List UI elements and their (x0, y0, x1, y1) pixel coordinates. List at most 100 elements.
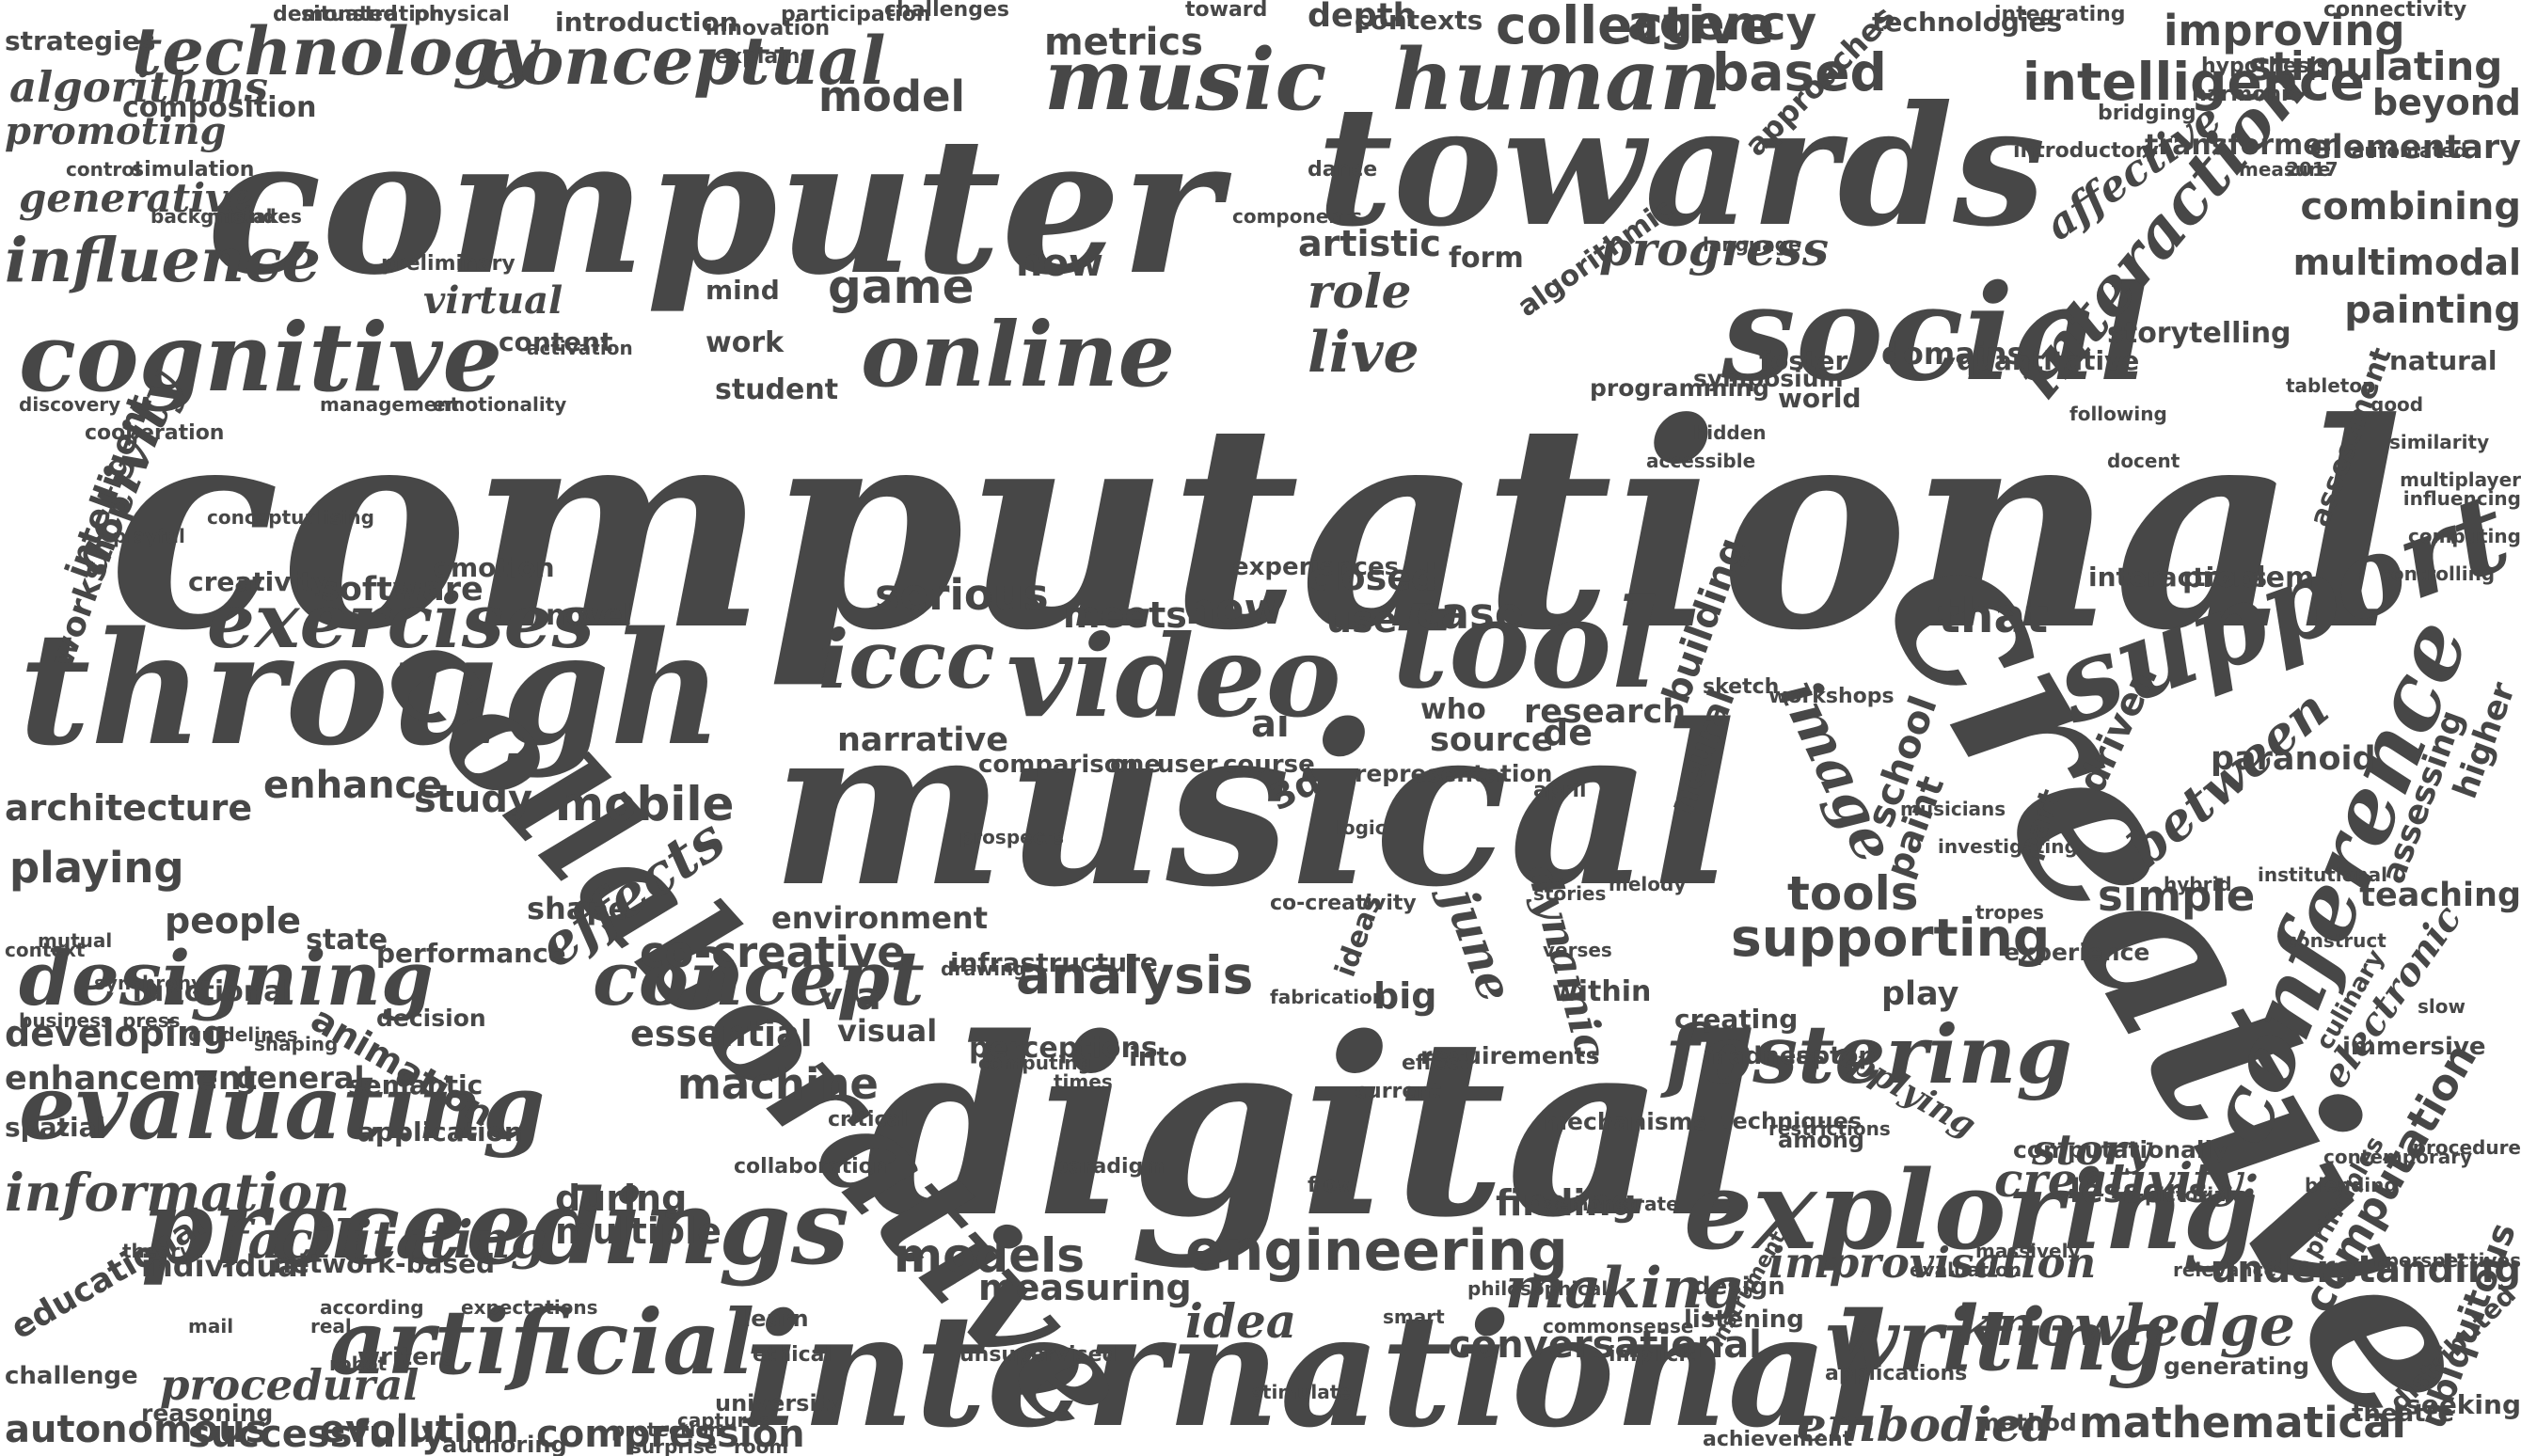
word-evaluating: evaluating (19, 1055, 546, 1160)
word-network-based: network-based (273, 1248, 496, 1279)
word-slow: slow (2418, 995, 2466, 1018)
word-machine: machine (677, 1059, 879, 1109)
word-composition: composition (122, 91, 317, 124)
word-discovery: discovery (19, 393, 121, 416)
word-stimulating: stimulating (2248, 43, 2503, 89)
word-comparison: comparison (978, 751, 1139, 779)
word-painting: painting (2344, 289, 2521, 332)
word-theory: theory (122, 1240, 193, 1262)
word-mind: mind (706, 275, 780, 306)
word-challenge: challenge (5, 1362, 138, 1390)
word-investigating: investigating (1938, 835, 2078, 858)
word-multiplayer: multiplayer (2400, 468, 2521, 491)
word-serious: serious (875, 570, 1049, 620)
word-simulation: simulation (132, 158, 255, 182)
word-that: that (1938, 589, 2049, 643)
word-procedural: procedural (160, 1360, 420, 1410)
word-agency: agency (1627, 0, 1817, 51)
word-university: university (715, 1390, 843, 1416)
word-environment: environment (771, 900, 988, 936)
word-controlling: controlling (2380, 562, 2496, 585)
word-computing: computing (2408, 525, 2521, 547)
word-digital: digital (865, 985, 1758, 1272)
word-tropes: tropes (1975, 901, 2044, 924)
word-spatial: spatial (5, 1112, 106, 1143)
word-accessible: accessible (1646, 450, 1756, 472)
word-innovation: innovation (706, 17, 830, 40)
word-critical: critical (828, 1108, 908, 1132)
word-bridging: bridging (2098, 102, 2196, 125)
word-control: control (66, 158, 141, 181)
word-lessons: lessons (2069, 1173, 2209, 1211)
word-semantic: semantic (348, 1069, 484, 1100)
word-reasoning: reasoning (141, 1400, 274, 1427)
word-prospects: prospects (959, 826, 1065, 848)
word-requirements: requirements (1420, 1042, 1600, 1069)
word-applications: applications (1825, 1362, 1968, 1385)
word-tool: tool (1392, 572, 1658, 716)
word-learn: learn (743, 1306, 809, 1332)
word-exercises: exercises (207, 577, 595, 665)
word-conceptual: conceptual (480, 22, 886, 100)
word-study: study (414, 778, 533, 821)
word-virtual: virtual (423, 278, 563, 323)
word-course: course (1223, 751, 1315, 779)
word-fostering: fostering (1665, 1008, 2072, 1102)
word-compression: compression (536, 1413, 805, 1456)
word-playing: playing (9, 843, 184, 893)
word-contemporary: contemporary (2323, 1146, 2473, 1168)
word-play: play (1881, 975, 1959, 1013)
word-playful: playful (113, 525, 185, 547)
word-computing: computing (978, 1052, 1091, 1074)
word-influence: influence (5, 225, 322, 296)
word-facilitating: facilitating (226, 1209, 547, 1270)
word-storytelling: storytelling (2107, 317, 2291, 350)
word-generative: generative (19, 175, 254, 221)
word-natural: natural (2389, 345, 2497, 376)
word-world: world (1778, 383, 1862, 414)
word-artistic: artistic (1298, 223, 1441, 264)
word-perceptions: perceptions (969, 1032, 1158, 1065)
word-protection: protection (611, 1418, 722, 1441)
word-integrating: integrating (1994, 3, 2126, 26)
word-progress: progress (1599, 221, 1830, 277)
word-programming: programming (1590, 374, 1769, 402)
word-cognitive: cognitive (19, 302, 503, 413)
word-generating: generating (2164, 1353, 2310, 1380)
word-expectations: expectations (461, 1296, 598, 1319)
word-architecture: architecture (5, 787, 253, 829)
word-authoring: authoring (442, 1432, 567, 1456)
word-emotionality: emotionality (433, 393, 567, 416)
word-application: application (357, 1116, 523, 1147)
word-domains: domains (1881, 336, 2025, 372)
word-mutual: mutual (38, 929, 113, 952)
word-making: making (1505, 1256, 1743, 1321)
word-concept: concept (593, 934, 925, 1022)
word-visual: visual (837, 1013, 938, 1049)
word-dance: dance (1308, 158, 1378, 182)
word-physical: physical (414, 3, 510, 26)
word-artificial: artificial (329, 1290, 755, 1395)
word-flow: flow (1308, 1174, 1356, 1197)
word-understanding: understanding (2210, 1248, 2521, 1291)
word-analysis: analysis (1016, 945, 1254, 1005)
word-design: design (1693, 1273, 1785, 1301)
word-combining: combining (2300, 185, 2521, 229)
word-participation: participation (781, 3, 931, 26)
word-smart: smart (1383, 1306, 1445, 1328)
word-co-creative: co-creative (640, 927, 906, 977)
word-who: who (1420, 693, 1486, 726)
word-video: video (1007, 610, 1341, 743)
word-depth: depth (1308, 0, 1417, 35)
word-introductory: introductory (2013, 139, 2159, 163)
word-stories: stories (1533, 882, 1607, 905)
word-computer: computer (207, 96, 1221, 317)
word-current: current (1355, 1080, 1441, 1103)
word-collective: collective (1496, 0, 1775, 55)
word-achievement: achievement (1703, 1428, 1853, 1451)
word-interactions: interactions (2088, 562, 2268, 593)
word-procedure: procedure (2412, 1136, 2521, 1159)
word-problem: problem (2182, 562, 2315, 594)
word-contexts: contexts (1355, 5, 1483, 36)
word-towards: towards (1317, 71, 2046, 263)
